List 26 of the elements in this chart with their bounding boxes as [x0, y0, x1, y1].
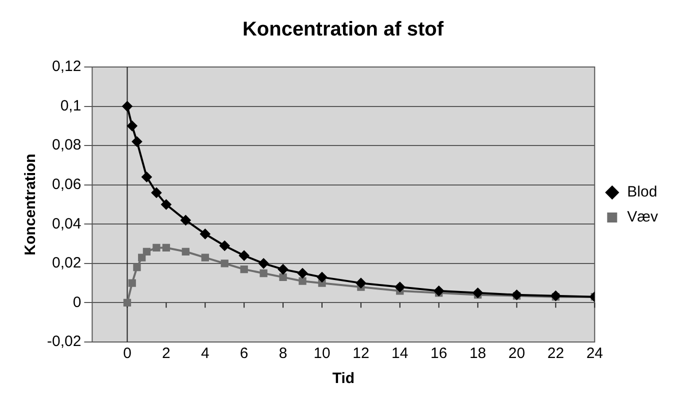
y-tick-label: 0,08 [52, 136, 82, 154]
legend-label: Væv [627, 208, 658, 226]
x-axis-title: Tid [332, 370, 355, 388]
x-tick-label: 18 [469, 345, 486, 362]
x-tick-label: 16 [430, 345, 448, 362]
legend-label: Blod [627, 184, 658, 201]
y-tick-label: 0,1 [60, 97, 82, 114]
x-tick-label: 6 [240, 345, 248, 362]
x-tick-label: 2 [162, 345, 170, 362]
x-tick-label: 0 [123, 345, 132, 362]
x-tick-label: 14 [392, 345, 408, 362]
y-tick-label: 0,04 [52, 215, 82, 232]
y-tick-label: -0,02 [46, 333, 82, 350]
y-axis-title: Koncentration [22, 154, 40, 256]
x-tick-label: 20 [508, 345, 526, 362]
y-tick-label: 0 [72, 294, 82, 311]
x-tick-label: 22 [547, 345, 564, 362]
x-tick-label: 10 [314, 345, 330, 362]
chart-title: Koncentration af stof [242, 18, 444, 41]
y-tick-label: 0,06 [52, 176, 82, 193]
y-tick-label: 0,12 [52, 58, 82, 76]
x-tick-label: 24 [586, 345, 603, 362]
x-tick-label: 8 [278, 345, 288, 362]
x-tick-label: 4 [200, 345, 210, 362]
x-tick-label: 12 [352, 345, 370, 362]
y-tick-label: 0,02 [52, 254, 82, 272]
